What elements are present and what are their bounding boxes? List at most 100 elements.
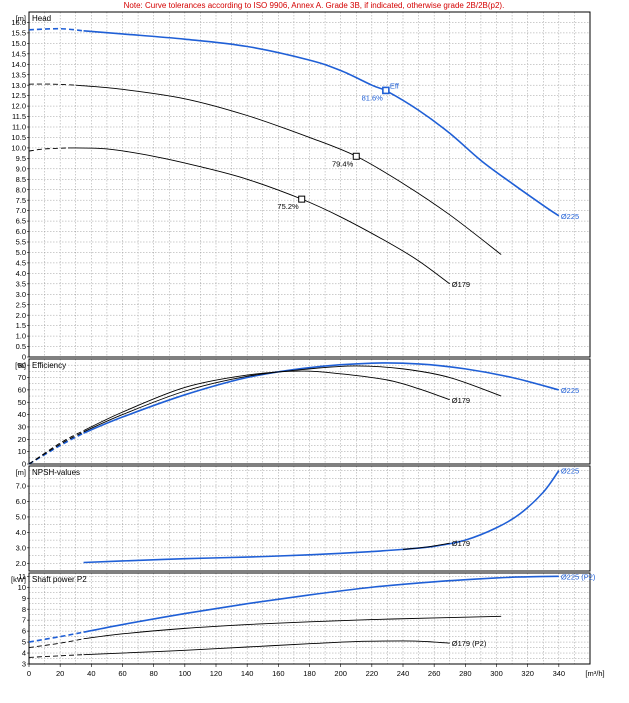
- series-end-label: Ø225: [561, 386, 579, 395]
- y-tick-label: 15.5: [11, 29, 26, 38]
- y-tick-label: 6.0: [16, 227, 26, 236]
- x-tick-label: 20: [56, 669, 64, 678]
- operating-point-marker: [298, 195, 306, 203]
- x-tick-label: 180: [303, 669, 316, 678]
- series-line-dashed: [28, 631, 84, 643]
- panel-frame: [28, 465, 591, 572]
- y-tick-label: 0: [22, 460, 26, 469]
- y-tick-label: 5: [22, 638, 26, 647]
- y-tick-label: 3: [22, 660, 26, 669]
- series-line: [67, 147, 451, 285]
- panel-head: 0 0.51.0 1.52.0 2.53.0 3.54.04.5 5.05.5 6.06.5…: [11, 11, 591, 362]
- y-tick-label: 5.0: [16, 248, 26, 257]
- y-tick-label: 6: [22, 627, 26, 636]
- series-line-dashed: [28, 432, 84, 465]
- y-axis-unit: [m]: [16, 14, 26, 23]
- y-tick-label: 4.0: [16, 269, 26, 278]
- y-tick-label: 1.0: [16, 332, 26, 341]
- y-tick-label: 7.5: [16, 196, 26, 205]
- y-tick-label: 4.0: [16, 528, 26, 537]
- y-tick-label: 3.0: [16, 290, 26, 299]
- y-tick-label: 9.5: [16, 154, 26, 163]
- x-tick-label: 200: [334, 669, 347, 678]
- y-tick-label: 13.5: [11, 70, 26, 79]
- y-tick-label: 4.5: [16, 259, 26, 268]
- x-tick-label: 300: [490, 669, 503, 678]
- y-tick-label: 12.0: [11, 102, 26, 111]
- x-axis-unit: [m³/h]: [585, 669, 604, 678]
- series-line: [83, 615, 502, 640]
- y-tick-label: 14.0: [11, 60, 26, 69]
- panel-frame: [28, 358, 591, 465]
- operating-point-marker: [352, 152, 360, 160]
- x-tick-label: 60: [118, 669, 126, 678]
- y-tick-label: 11: [18, 572, 26, 581]
- panel-npsh-values: 2.0 3.0 4.0 5.0 6.0 7.0 NPSH-values [m] Ø225 Ø179: [16, 465, 591, 572]
- series-end-label: Ø225: [561, 212, 579, 221]
- efficiency-point-label: 79.4%: [332, 159, 354, 168]
- y-tick-label: 14.5: [11, 49, 26, 58]
- series-line: [83, 365, 502, 433]
- eff-tag-label: Eff: [390, 81, 400, 90]
- series-line: [83, 362, 560, 434]
- series-line: [83, 470, 560, 564]
- panel-shaft-power-p2: 3 4 5 6 7 8 9 10 11 Shaft power P2 [kW] Ø225 (P2) Ø1…: [11, 572, 596, 669]
- y-tick-label: 2.0: [16, 311, 26, 320]
- series-line: [75, 84, 502, 255]
- y-tick-label: 40: [18, 410, 26, 419]
- y-tick-label: 15.0: [11, 39, 26, 48]
- operating-point-marker: [382, 86, 390, 95]
- x-tick-label: 80: [149, 669, 157, 678]
- panel-title: Head: [32, 14, 51, 23]
- y-tick-label: 2.0: [16, 559, 26, 568]
- series-line: [83, 575, 559, 633]
- series-end-label: Ø179: [452, 539, 470, 548]
- x-tick-label: 240: [397, 669, 410, 678]
- panel-title: Efficiency: [32, 361, 66, 370]
- x-tick-label: 340: [553, 669, 566, 678]
- y-tick-label: 0.5: [16, 342, 26, 351]
- x-tick-label: 160: [272, 669, 285, 678]
- series-line-dashed: [28, 654, 84, 658]
- y-tick-label: 7.0: [16, 206, 26, 215]
- y-tick-label: 12.5: [11, 91, 26, 100]
- y-tick-label: 3.5: [16, 279, 26, 288]
- y-tick-label: 10: [18, 447, 26, 456]
- y-tick-label: 5.5: [16, 238, 26, 247]
- y-tick-label: 20: [18, 435, 26, 444]
- y-tick-label: 6.0: [16, 497, 26, 506]
- series-end-label: Ø225 (P2): [561, 572, 596, 581]
- y-tick-label: 10: [18, 583, 26, 592]
- y-tick-label: 2.5: [16, 300, 26, 309]
- panel-efficiency: 0 10 20 30 40 50 60 70 80 Efficiency [%] Ø225 Ø179: [15, 358, 591, 469]
- series-end-label: Ø225: [561, 467, 579, 476]
- x-tick-label: 100: [179, 669, 192, 678]
- y-tick-label: 4: [22, 649, 26, 658]
- series-end-label: Ø179 (P2): [452, 639, 487, 648]
- y-tick-label: 11.5: [12, 112, 26, 121]
- x-tick-label: 40: [87, 669, 95, 678]
- y-tick-label: 8.0: [16, 185, 26, 194]
- panel-frame: [28, 11, 591, 358]
- x-tick-label: 220: [366, 669, 379, 678]
- y-tick-label: 10.5: [11, 133, 26, 142]
- y-axis-unit: [m]: [16, 468, 26, 477]
- y-tick-label: 9.0: [16, 164, 26, 173]
- series-end-label: Ø179: [452, 280, 470, 289]
- x-tick-label: 140: [241, 669, 254, 678]
- y-tick-label: 1.5: [16, 321, 26, 330]
- efficiency-point-label: 81.6%: [362, 93, 384, 102]
- x-tick-label: 260: [428, 669, 441, 678]
- y-tick-label: 10.0: [11, 144, 26, 153]
- y-tick-label: 5.0: [16, 513, 26, 522]
- x-tick-label: 320: [521, 669, 534, 678]
- y-tick-label: 13.0: [11, 81, 26, 90]
- series-line-dashed: [28, 638, 84, 648]
- y-tick-label: 16.0: [11, 18, 26, 27]
- y-tick-label: 9: [22, 594, 26, 603]
- series-line-dashed: [28, 147, 68, 152]
- efficiency-point-label: 75.2%: [277, 202, 299, 211]
- y-tick-label: 7: [22, 616, 26, 625]
- series-line-dashed: [28, 431, 84, 465]
- x-tick-label: 280: [459, 669, 472, 678]
